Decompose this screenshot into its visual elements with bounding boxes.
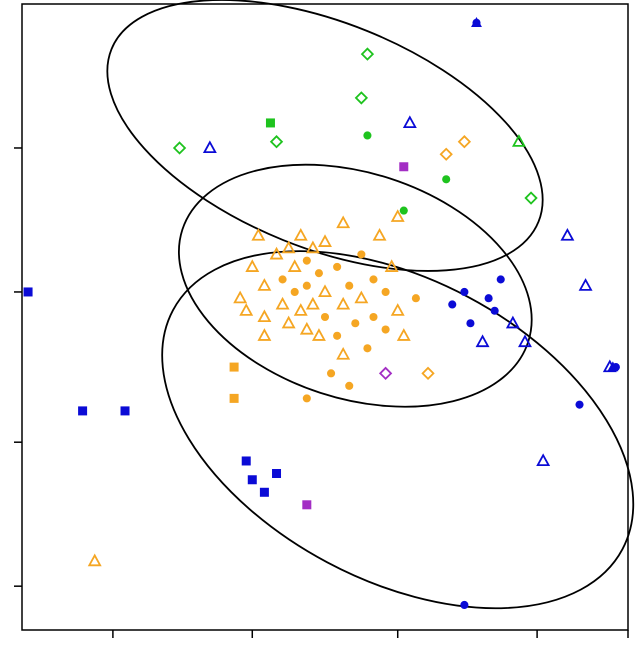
chart-svg bbox=[0, 0, 635, 649]
scatter-chart bbox=[0, 0, 635, 649]
